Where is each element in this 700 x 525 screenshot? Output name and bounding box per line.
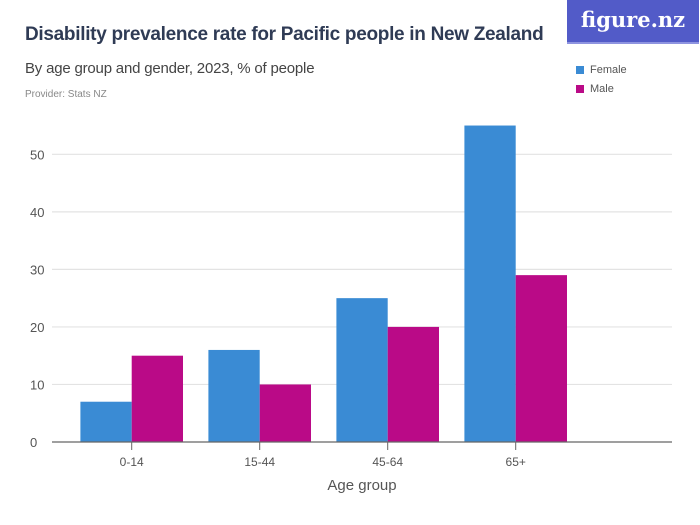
y-tick-label: 30	[30, 262, 44, 277]
y-tick-label: 20	[30, 320, 44, 335]
bar-male-0-14	[131, 355, 183, 442]
legend-label: Female	[590, 63, 627, 76]
y-tick-label: 0	[30, 435, 37, 450]
bar-female-0-14	[80, 401, 132, 442]
bar-male-65+	[515, 275, 567, 442]
y-tick-label: 10	[30, 377, 44, 392]
bar-male-45-64	[387, 326, 439, 442]
provider-label: Provider: Stats NZ	[25, 89, 107, 100]
x-tick-label: 45-64	[372, 455, 403, 469]
bar-male-15-44	[259, 384, 311, 442]
x-tick-label: 0-14	[120, 455, 144, 469]
bar-female-65+	[464, 125, 516, 442]
legend: Female Male	[576, 60, 627, 98]
bar-female-15-44	[208, 349, 260, 442]
y-tick-label: 50	[30, 147, 44, 162]
chart-title: Disability prevalence rate for Pacific p…	[25, 24, 544, 45]
legend-swatch-female	[576, 65, 584, 74]
x-tick-label: 65+	[506, 455, 526, 469]
figure-nz-logo[interactable]: figure.nz	[567, 0, 699, 44]
legend-swatch-male	[576, 84, 584, 93]
y-tick-label: 40	[30, 205, 44, 220]
bar-female-45-64	[336, 298, 388, 442]
chart-subtitle: By age group and gender, 2023, % of peop…	[25, 60, 315, 77]
legend-label: Male	[590, 82, 614, 95]
legend-item-female: Female	[576, 60, 627, 79]
x-tick-label: 15-44	[244, 455, 275, 469]
legend-item-male: Male	[576, 79, 627, 98]
x-axis-label: Age group	[327, 477, 396, 494]
